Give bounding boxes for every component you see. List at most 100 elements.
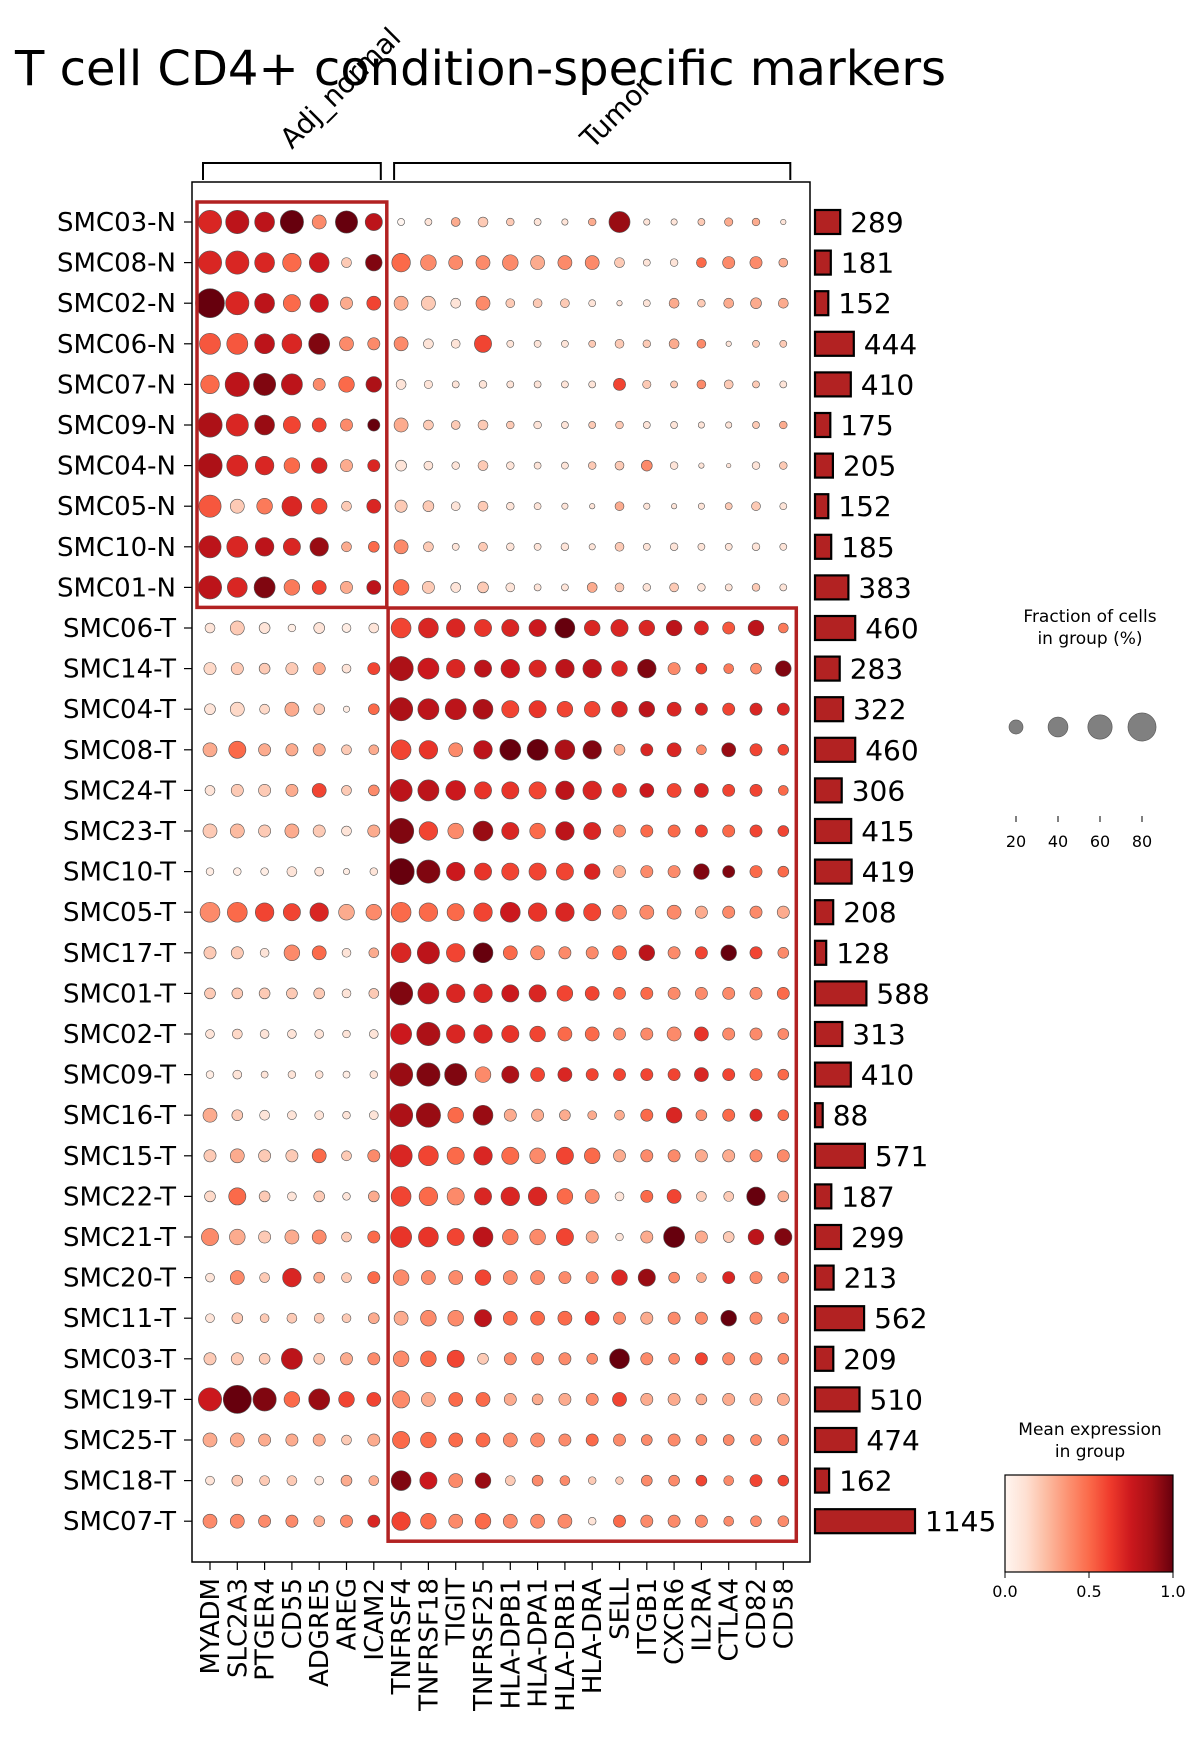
dot-SMC22-T-TNFRSF4: [390, 1186, 412, 1207]
dot-SMC19-T-TNFRSF4: [392, 1390, 411, 1409]
dot-SMC01-T-TNFRSF18: [417, 982, 440, 1005]
dot-SMC06-T-CD58: [778, 622, 789, 634]
dot-SMC01-N-PTGER4: [253, 576, 276, 599]
dot-SMC25-T-ITGB1: [641, 1434, 653, 1446]
dot-SMC05-T-HLA-DRA: [583, 903, 602, 922]
dot-SMC03-N-PTGER4: [254, 211, 275, 233]
dot-SMC21-T-ITGB1: [640, 1230, 654, 1244]
gene-label: TIGIT: [442, 1578, 472, 1646]
group-label: SMC19-T: [63, 1385, 176, 1415]
dot-SMC01-N-TNFRSF18: [422, 581, 435, 594]
dot-SMC02-T-ICAM2: [369, 1029, 379, 1039]
dot-SMC24-T-AREG: [341, 785, 352, 796]
dot-SMC04-T-PTGER4: [259, 703, 270, 715]
dot-SMC05-N-TNFRSF4: [394, 499, 408, 513]
dot-SMC08-N-SLC2A3: [225, 250, 250, 275]
dot-SMC03-N-HLA-DPA1: [533, 218, 542, 226]
dot-SMC10-T-MYADM: [205, 867, 215, 876]
dot-SMC01-N-TIGIT: [450, 582, 461, 593]
dot-SMC04-N-AREG: [340, 459, 353, 472]
dot-SMC04-N-HLA-DRB1: [561, 461, 569, 470]
dot-SMC25-T-TNFRSF4: [392, 1431, 411, 1449]
dot-SMC24-T-HLA-DPB1: [501, 781, 520, 800]
dot-SMC20-T-IL2RA: [696, 1272, 707, 1283]
dot-SMC05-T-TIGIT: [446, 903, 465, 922]
dot-SMC03-T-CD82: [749, 1352, 763, 1366]
count-label: 383: [858, 571, 911, 604]
dot-SMC05-N-CD55: [281, 495, 303, 517]
dot-SMC06-T-ICAM2: [368, 622, 380, 634]
dot-SMC18-T-TNFRSF25: [474, 1472, 492, 1489]
dot-SMC24-T-IL2RA: [694, 783, 709, 798]
count-bar: [813, 208, 842, 236]
dot-SMC06-T-CTLA4: [722, 621, 736, 635]
dot-SMC09-T-PTGER4: [260, 1070, 269, 1079]
count-label: 209: [843, 1343, 896, 1376]
dot-SMC06-N-IL2RA: [696, 339, 707, 349]
count-label: 205: [843, 450, 896, 483]
dot-SMC16-T-ADGRE5: [314, 1110, 324, 1120]
dot-SMC04-N-MYADM: [197, 453, 223, 479]
dot-SMC16-T-SELL: [614, 1109, 625, 1121]
dot-SMC18-T-HLA-DRA: [588, 1476, 597, 1485]
dot-SMC06-T-CXCR6: [665, 619, 683, 637]
dot-SMC16-T-PTGER4: [259, 1109, 270, 1121]
dot-SMC02-N-TNFRSF4: [393, 295, 409, 311]
dot-SMC18-T-SLC2A3: [231, 1474, 244, 1487]
dot-SMC05-N-ICAM2: [366, 498, 382, 514]
dot-SMC09-T-CD55: [287, 1070, 297, 1079]
dot-SMC05-T-ITGB1: [639, 904, 655, 920]
dot-SMC06-N-HLA-DRA: [588, 339, 597, 348]
dot-SMC17-T-CTLA4: [720, 944, 737, 961]
dot-SMC05-N-HLA-DRB1: [561, 502, 569, 510]
dot-SMC02-N-TIGIT: [450, 297, 461, 309]
dot-SMC17-T-TNFRSF18: [416, 941, 440, 965]
dot-SMC18-T-CXCR6: [668, 1474, 680, 1487]
dot-SMC17-T-MYADM: [203, 946, 217, 960]
dot-SMC21-T-HLA-DRB1: [555, 1228, 574, 1246]
dot-SMC14-T-PTGER4: [258, 662, 271, 675]
dot-SMC08-T-ICAM2: [368, 744, 380, 756]
dot-SMC10-T-CD55: [286, 866, 298, 877]
dot-SMC09-N-CD82: [752, 421, 760, 429]
cell-count-bars: 289 181 152 444 410 175 205 152 185 383 460 283 322 4…: [813, 206, 996, 1538]
dot-SMC21-T-CD58: [774, 1228, 793, 1246]
size-legend-tick-label: 80: [1132, 832, 1152, 851]
count-bar: [813, 1020, 844, 1048]
dot-SMC02-N-HLA-DPB1: [505, 298, 516, 308]
dot-SMC03-T-IL2RA: [695, 1352, 708, 1366]
dot-SMC20-T-AREG: [341, 1272, 352, 1283]
dot-SMC05-T-ICAM2: [365, 904, 382, 921]
dot-SMC01-N-CTLA4: [724, 583, 733, 592]
dot-SMC22-T-CD55: [287, 1191, 297, 1202]
dot-SMC07-T-CD55: [285, 1514, 299, 1528]
dot-SMC17-T-PTGER4: [259, 948, 270, 958]
dot-SMC05-T-CXCR6: [666, 904, 682, 920]
dot-SMC17-T-SLC2A3: [230, 946, 244, 960]
dot-SMC02-N-SLC2A3: [225, 291, 250, 316]
dot-SMC10-N-HLA-DPB1: [506, 542, 515, 551]
dot-SMC16-T-TNFRSF18: [415, 1102, 441, 1128]
dot-SMC08-T-ADGRE5: [312, 743, 326, 757]
dot-SMC15-T-CD58: [776, 1149, 790, 1163]
dot-SMC01-N-HLA-DRA: [586, 582, 598, 593]
dot-SMC10-T-IL2RA: [693, 863, 710, 880]
dot-SMC09-N-HLA-DPB1: [506, 420, 515, 430]
dot-SMC10-T-ITGB1: [640, 865, 654, 878]
dot-SMC03-N-AREG: [335, 210, 358, 234]
dot-SMC20-T-SLC2A3: [229, 1270, 245, 1285]
dot-SMC07-N-HLA-DPA1: [533, 380, 542, 389]
group-label: SMC05-N: [57, 492, 176, 522]
dot-SMC04-N-ITGB1: [641, 459, 653, 472]
dot-SMC04-T-ICAM2: [368, 703, 380, 715]
dot-SMC08-N-TNFRSF18: [420, 254, 437, 271]
dot-SMC10-N-CD55: [282, 537, 301, 556]
dot-SMC05-T-SELL: [612, 904, 627, 920]
dot-SMC06-T-MYADM: [204, 622, 216, 634]
dot-SMC11-T-CTLA4: [720, 1310, 737, 1327]
dot-SMC01-N-TNFRSF25: [477, 581, 489, 594]
dot-SMC07-N-CD58: [779, 380, 788, 389]
size-legend-dot: [1008, 719, 1024, 735]
